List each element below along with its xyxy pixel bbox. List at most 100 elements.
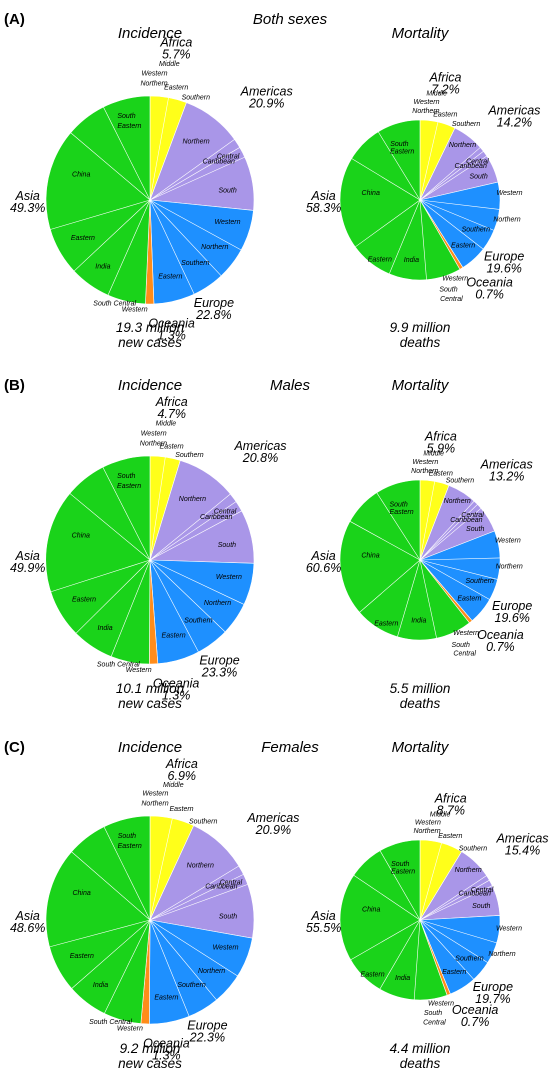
subregion-label: Western <box>412 459 438 466</box>
panel-b-mortality-title: Mortality <box>392 377 450 394</box>
subregion-divider <box>75 559 151 634</box>
subregion-divider <box>104 919 151 1014</box>
subregion-label: Northern <box>449 142 476 149</box>
subregion-label: Northern <box>455 867 482 874</box>
panel-c-title: Females <box>261 739 319 756</box>
subregion-label: Western <box>142 790 168 797</box>
subregion-divider <box>149 559 199 653</box>
region-pct-americas: 20.9% <box>255 823 291 837</box>
subregion-label: Southern <box>175 452 204 459</box>
subregion-label: Southern <box>465 578 494 585</box>
subregion-divider <box>71 919 151 989</box>
region-pct-oceania: 1.3% <box>157 329 186 343</box>
subregion-divider <box>419 557 500 561</box>
subregion-divider <box>359 559 421 613</box>
subregion-label: Eastern <box>117 483 141 490</box>
subregion-divider <box>419 875 487 921</box>
subregion-divider <box>419 842 442 921</box>
subregion-label: Eastern <box>70 953 94 960</box>
subregion-divider <box>379 919 421 990</box>
subregion-label: Eastern <box>72 597 96 604</box>
subregion-divider <box>149 199 195 295</box>
slice-europe <box>149 199 254 305</box>
subregion-label: Central <box>440 296 463 303</box>
subregion-label: Eastern <box>390 149 414 156</box>
subregion-label: Western <box>428 1001 454 1008</box>
subregion-divider <box>397 559 421 637</box>
region-label-europe: Europe <box>199 654 239 668</box>
subregion-divider <box>419 199 427 280</box>
region-pct-americas: 20.8% <box>242 451 278 465</box>
subregion-label: Southern <box>181 260 210 267</box>
subregion-label: Eastern <box>438 833 462 840</box>
subregion-label: South <box>218 542 236 549</box>
region-pct-africa: 5.9% <box>427 441 456 455</box>
subregion-label: Southern <box>184 617 213 624</box>
subregion-label: Southern <box>455 956 484 963</box>
region-pct-americas: 13.2% <box>489 470 524 484</box>
panel-c-letter: (C) <box>4 739 25 756</box>
subregion-label: Northern <box>488 951 515 958</box>
subregion-label: Northern <box>179 496 206 503</box>
slice-asia <box>45 455 151 665</box>
subregion-label: Northern <box>141 801 168 808</box>
subregion-divider <box>351 158 421 201</box>
subregion-divider <box>419 121 439 201</box>
subregion-label: Middle <box>156 421 177 428</box>
region-pct-asia: 60.6% <box>306 561 341 575</box>
subregion-divider <box>376 492 421 561</box>
region-pct-oceania: 0.7% <box>475 288 504 302</box>
subregion-label: Middle <box>163 782 184 789</box>
subregion-label: South <box>390 141 408 148</box>
subregion-divider <box>419 885 493 921</box>
region-label-americas: Americas <box>487 104 540 118</box>
slice-europe <box>149 919 253 1025</box>
region-pct-africa: 7.2% <box>431 82 460 96</box>
subregion-label: Middle <box>423 450 444 457</box>
region-pct-asia: 49.9% <box>10 561 45 575</box>
subregion-label: Eastern <box>154 994 178 1001</box>
subregion-label: Western <box>442 276 468 283</box>
subregion-label: Eastern <box>429 470 453 477</box>
subregion-label: Western <box>495 537 521 544</box>
pie-males-incidence: EasternSouthernNorthernCentralCaribbeanS… <box>10 395 287 711</box>
subregion-label: South <box>218 188 236 195</box>
subregion-label: Middle <box>426 91 447 98</box>
region-pct-asia: 49.3% <box>10 201 45 215</box>
subregion-divider <box>149 919 238 977</box>
subregion-label: Eastern <box>169 806 193 813</box>
region-label-asia: Asia <box>310 909 335 923</box>
subregion-divider <box>419 919 488 963</box>
subregion-label: China <box>72 532 90 539</box>
subregion-label: South <box>391 861 409 868</box>
region-pct-americas: 15.4% <box>505 844 540 858</box>
subregion-label: Caribbean <box>450 517 482 524</box>
region-pct-europe: 22.8% <box>195 308 231 322</box>
total-unit: new cases <box>118 335 182 350</box>
total-unit: new cases <box>118 1056 182 1071</box>
subregion-divider <box>73 199 151 272</box>
region-label-africa: Africa <box>159 36 192 50</box>
panel-a-mortality-title: Mortality <box>392 25 450 42</box>
region-label-oceania: Oceania <box>466 276 513 290</box>
subregion-divider <box>353 874 421 921</box>
subregion-divider <box>50 199 151 230</box>
subregion-label: Northern <box>201 244 228 251</box>
subregion-label: India <box>98 625 113 632</box>
slice-americas <box>149 460 255 564</box>
subregion-divider <box>419 481 436 561</box>
total-unit: deaths <box>400 696 441 711</box>
subregion-divider <box>149 919 190 1017</box>
subregion-divider <box>149 559 226 633</box>
total-unit: deaths <box>400 335 441 350</box>
region-label-americas: Americas <box>233 439 286 453</box>
region-label-europe: Europe <box>484 249 524 263</box>
subregion-label: Central <box>214 508 237 515</box>
subregion-label: Northern <box>493 217 520 224</box>
total-amount: 4.4 million <box>390 1041 451 1056</box>
panel-c-incidence-title: Incidence <box>118 739 182 756</box>
subregion-label: Western <box>122 306 148 313</box>
total-amount: 9.2 million <box>120 1041 181 1056</box>
region-pct-asia: 55.5% <box>306 921 341 935</box>
